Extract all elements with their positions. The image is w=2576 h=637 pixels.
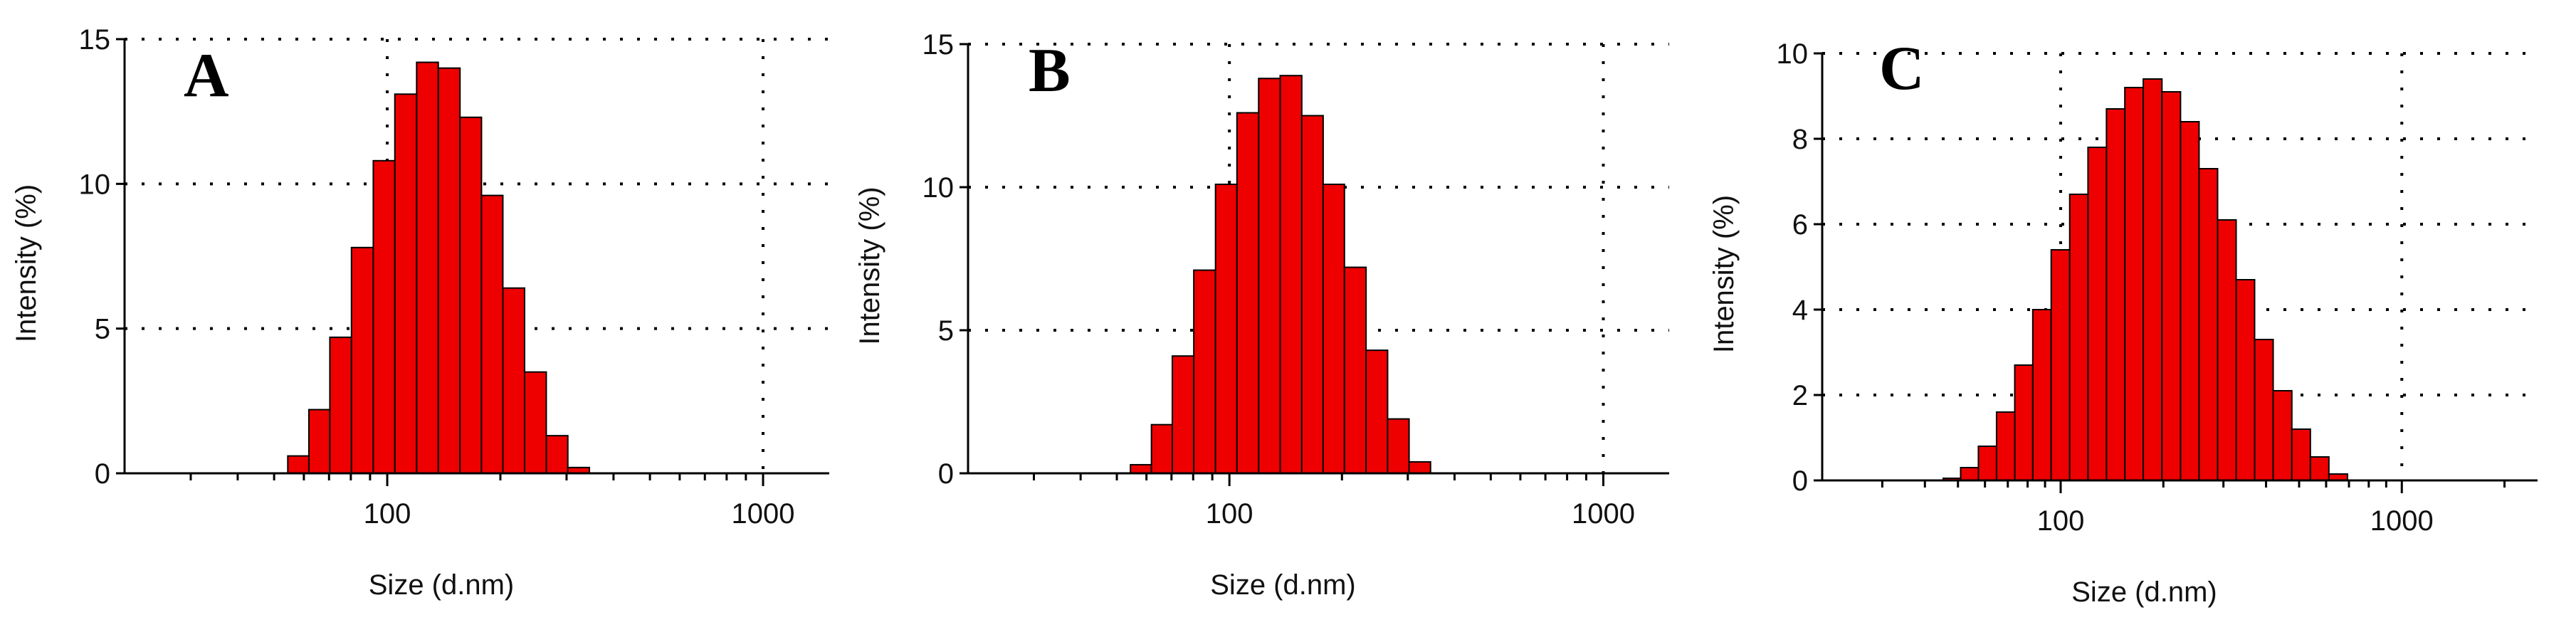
histogram-bar (1365, 349, 1389, 475)
x-tick-label: 1000 (1572, 498, 1635, 530)
x-tick-label: 100 (364, 498, 411, 530)
histogram-bar (1960, 467, 1980, 481)
histogram-bar (1322, 183, 1345, 474)
histogram-bar (1300, 115, 1324, 474)
y-tick-label: 6 (1792, 209, 1808, 241)
y-tick-label: 8 (1792, 124, 1808, 155)
histogram-bar (2161, 91, 2182, 481)
y-axis-label: Intensity (%) (854, 186, 885, 344)
histogram-bar (2180, 121, 2200, 481)
x-tick-label: 1000 (2370, 505, 2434, 537)
histogram-bar (2068, 194, 2089, 481)
panel-label: C (1879, 34, 1925, 103)
panel-label: A (184, 41, 229, 110)
x-axis-label: Size (d.nm) (1210, 569, 1356, 601)
y-tick-label: 0 (938, 458, 954, 490)
histogram-bar (502, 287, 525, 474)
y-axis-label: Intensity (%) (1708, 195, 1740, 353)
histogram-bar (1130, 463, 1152, 475)
histogram-bar (2031, 309, 2052, 481)
histogram-bar (545, 435, 569, 475)
histogram-bar (329, 336, 352, 474)
y-tick-label: 15 (79, 24, 111, 56)
histogram-bar (1236, 112, 1260, 474)
histogram-bar (287, 455, 310, 474)
histogram-bar (1387, 418, 1410, 474)
x-tick-label: 1000 (732, 498, 795, 530)
histogram-bar (2050, 249, 2071, 481)
histogram-bar (1214, 183, 1238, 474)
histogram-bar (1258, 78, 1281, 475)
y-tick-label: 2 (1792, 380, 1808, 411)
histogram-bar (2198, 168, 2219, 481)
histogram-bar (1343, 266, 1367, 474)
histogram-bar (2254, 339, 2274, 481)
histogram-bar (1171, 355, 1195, 474)
y-axis-label: Intensity (%) (11, 184, 42, 342)
histogram-bar (1977, 446, 1997, 481)
histogram-bar (416, 61, 439, 475)
x-axis-label: Size (d.nm) (2071, 577, 2217, 608)
y-tick-label: 5 (95, 314, 110, 345)
panel-label: B (1029, 36, 1071, 105)
histogram-bar (2309, 456, 2330, 481)
histogram-bar (2217, 219, 2237, 481)
y-tick-label: 0 (1792, 465, 1808, 497)
histogram-bar (1995, 411, 2016, 481)
histogram-bar (459, 116, 483, 475)
histogram-bar (2124, 87, 2145, 481)
y-tick-label: 0 (95, 458, 110, 490)
histogram-bar (372, 159, 396, 475)
histogram-bar (2014, 364, 2034, 481)
histogram-bar (1408, 460, 1431, 474)
x-axis-label: Size (d.nm) (369, 569, 515, 601)
chart-panel-a: 0 5 10 15 100 1000 Size (d.nm) Intensity (%) A (11, 24, 829, 601)
y-tick-label: 10 (922, 172, 955, 204)
histogram-bar (523, 371, 547, 475)
histogram-bar (350, 246, 374, 474)
histogram-bar (307, 409, 331, 474)
histogram-bar (1193, 269, 1216, 474)
histogram-bar (2272, 390, 2293, 481)
histogram-bar (1279, 75, 1303, 475)
y-tick-label: 15 (922, 29, 955, 60)
histogram-bar (480, 194, 504, 474)
x-tick-label: 100 (2037, 505, 2085, 537)
y-tick-label: 10 (79, 169, 111, 200)
histogram-bar (1150, 423, 1173, 474)
histogram-bar (2235, 279, 2256, 481)
y-tick-label: 10 (1777, 38, 1809, 70)
chart-panel-c: 0 2 4 6 8 10 100 1000 Size (d.nm) Intensity (%) C (1708, 34, 2538, 608)
histogram-bar (2143, 78, 2163, 481)
chart-panel-b: 0 5 10 15 100 1000 Size (d.nm) Intensity (%) B (854, 29, 1669, 601)
histogram-bar (2087, 147, 2108, 481)
y-tick-label: 5 (938, 315, 954, 347)
y-tick-label: 4 (1792, 295, 1808, 326)
histogram-bar (2106, 108, 2126, 481)
x-tick-label: 100 (1206, 498, 1253, 530)
histogram-bar (394, 93, 418, 474)
histogram-bar (437, 67, 461, 474)
histogram-bar (2291, 428, 2311, 481)
